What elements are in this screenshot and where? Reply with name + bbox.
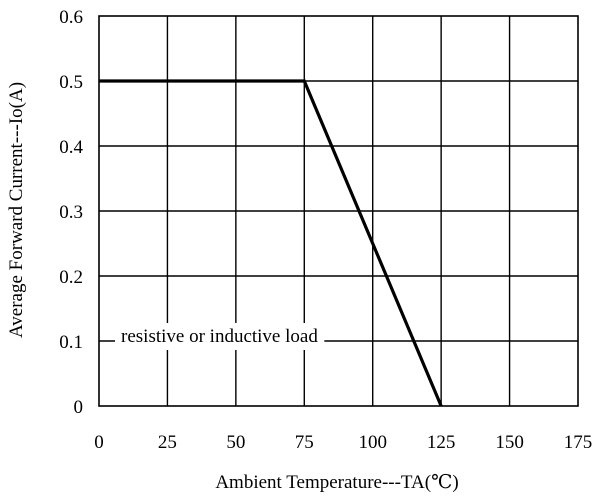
x-tick-label: 175 <box>564 432 593 453</box>
y-tick-label: 0.2 <box>59 267 83 288</box>
annotations: resistive or inductive load <box>115 323 325 350</box>
annotation-text: resistive or inductive load <box>121 326 318 347</box>
series-group <box>99 79 443 407</box>
x-tick-label: 100 <box>358 432 387 453</box>
x-tick-label: 125 <box>427 432 456 453</box>
y-tick-label: 0.3 <box>59 202 83 223</box>
y-tick-label: 0.4 <box>59 137 83 158</box>
x-tick-label: 25 <box>158 432 177 453</box>
annotation-background <box>115 323 325 350</box>
y-tick-label: 0.5 <box>59 72 83 93</box>
y-tick-label: 0.6 <box>59 7 83 28</box>
plot-area: resistive or inductive load <box>98 15 579 407</box>
x-tick-label: 0 <box>94 432 104 453</box>
x-tick-label: 75 <box>295 432 314 453</box>
plot-frame <box>98 15 579 407</box>
x-tick-label: 150 <box>495 432 524 453</box>
x-tick-label: 50 <box>226 432 245 453</box>
x-tick-labels: 0 25 50 75 100 125 150 175 <box>94 432 592 453</box>
y-axis-label: Average Forward Current---Io(A) <box>6 82 27 338</box>
y-tick-labels: 0 0.1 0.2 0.3 0.4 0.5 0.6 <box>59 7 83 418</box>
x-axis-label: Ambient Temperature---TA(℃) <box>215 472 458 493</box>
derating-curve <box>99 79 443 407</box>
y-tick-label: 0 <box>74 397 84 418</box>
y-tick-label: 0.1 <box>59 332 83 353</box>
